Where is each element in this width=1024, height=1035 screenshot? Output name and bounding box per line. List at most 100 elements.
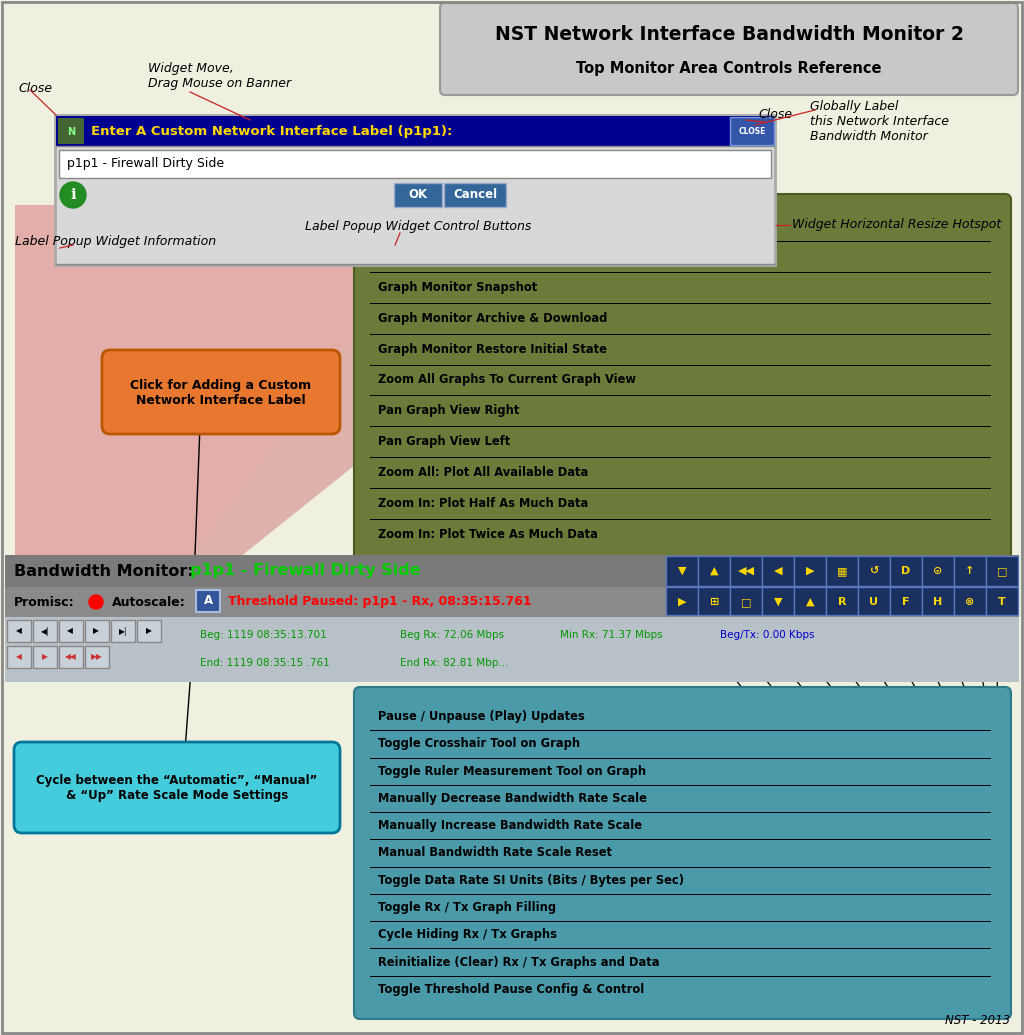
- FancyBboxPatch shape: [890, 556, 922, 586]
- Polygon shape: [15, 205, 450, 565]
- Text: Pause / Unpause (Play) Updates: Pause / Unpause (Play) Updates: [378, 710, 585, 723]
- Text: ◀◀: ◀◀: [66, 652, 77, 661]
- Text: Widget Move,
Drag Mouse on Banner: Widget Move, Drag Mouse on Banner: [148, 62, 291, 90]
- Text: Min Rx: 71.37 Mbps: Min Rx: 71.37 Mbps: [560, 630, 663, 640]
- FancyBboxPatch shape: [922, 587, 954, 615]
- Text: ⊙: ⊙: [933, 566, 943, 576]
- Text: CLOSE: CLOSE: [738, 127, 766, 137]
- FancyBboxPatch shape: [111, 620, 135, 642]
- FancyBboxPatch shape: [666, 587, 698, 615]
- Text: End: 1119 08:35:15 .761: End: 1119 08:35:15 .761: [200, 658, 330, 668]
- Text: Beg/Tx: 0.00 Kbps: Beg/Tx: 0.00 Kbps: [720, 630, 814, 640]
- Text: Pan Graph View Left: Pan Graph View Left: [378, 436, 510, 448]
- FancyBboxPatch shape: [58, 118, 84, 144]
- FancyBboxPatch shape: [5, 617, 1019, 682]
- Text: ▼: ▼: [678, 566, 686, 576]
- Text: Close: Close: [18, 82, 52, 95]
- Text: ◀◀: ◀◀: [737, 566, 755, 576]
- FancyBboxPatch shape: [55, 115, 775, 265]
- FancyBboxPatch shape: [826, 587, 858, 615]
- FancyBboxPatch shape: [890, 587, 922, 615]
- FancyBboxPatch shape: [794, 587, 826, 615]
- FancyBboxPatch shape: [59, 150, 771, 178]
- Text: Zoom In: Plot Twice As Much Data: Zoom In: Plot Twice As Much Data: [378, 528, 598, 541]
- Text: Zoom In: Plot Half As Much Data: Zoom In: Plot Half As Much Data: [378, 497, 588, 510]
- Text: Widget Horizontal Resize Hotspot: Widget Horizontal Resize Hotspot: [792, 218, 1001, 231]
- FancyBboxPatch shape: [986, 587, 1018, 615]
- Circle shape: [60, 182, 86, 208]
- Text: F: F: [902, 597, 909, 607]
- FancyBboxPatch shape: [762, 587, 794, 615]
- Text: Beg: 1119 08:35:13.701: Beg: 1119 08:35:13.701: [200, 630, 327, 640]
- Text: ◀: ◀: [774, 566, 782, 576]
- Text: NST - 2013: NST - 2013: [945, 1013, 1010, 1027]
- FancyBboxPatch shape: [394, 183, 442, 207]
- Text: Label Popup Widget Information: Label Popup Widget Information: [15, 235, 216, 248]
- FancyBboxPatch shape: [137, 620, 161, 642]
- FancyBboxPatch shape: [730, 117, 774, 145]
- Text: Manual Bandwidth Rate Scale Reset: Manual Bandwidth Rate Scale Reset: [378, 847, 612, 859]
- Text: Toggle Graph Size: Actual or Browser Viewport: Toggle Graph Size: Actual or Browser Vie…: [378, 219, 682, 232]
- Text: ▶: ▶: [678, 597, 686, 607]
- Text: H: H: [933, 597, 943, 607]
- Text: ▶|: ▶|: [119, 626, 127, 635]
- Text: Globally Label
this Network Interface
Bandwidth Monitor: Globally Label this Network Interface Ba…: [810, 100, 949, 143]
- Text: Cycle Hiding Rx / Tx Graphs: Cycle Hiding Rx / Tx Graphs: [378, 928, 557, 941]
- Text: T: T: [998, 597, 1006, 607]
- FancyBboxPatch shape: [730, 556, 762, 586]
- Text: ◀: ◀: [16, 652, 22, 661]
- Text: Bandwidth Monitor:: Bandwidth Monitor:: [14, 563, 200, 579]
- FancyBboxPatch shape: [33, 646, 57, 668]
- Text: ◀|: ◀|: [41, 626, 49, 635]
- Text: D: D: [901, 566, 910, 576]
- Text: Toggle Data Rate SI Units (Bits / Bytes per Sec): Toggle Data Rate SI Units (Bits / Bytes …: [378, 874, 684, 887]
- Text: Cycle between the “Automatic”, “Manual”
& “Up” Rate Scale Mode Settings: Cycle between the “Automatic”, “Manual” …: [36, 774, 317, 802]
- FancyBboxPatch shape: [858, 587, 890, 615]
- Text: Toggle Crosshair Tool on Graph: Toggle Crosshair Tool on Graph: [378, 737, 581, 750]
- Text: ▶: ▶: [93, 626, 101, 635]
- Text: Manually Increase Bandwidth Rate Scale: Manually Increase Bandwidth Rate Scale: [378, 820, 642, 832]
- Text: ▦: ▦: [837, 566, 847, 576]
- FancyBboxPatch shape: [85, 620, 109, 642]
- Text: A: A: [204, 594, 213, 608]
- FancyBboxPatch shape: [14, 742, 340, 833]
- Text: N: N: [67, 127, 75, 137]
- FancyBboxPatch shape: [730, 587, 762, 615]
- Text: ⊞: ⊞: [710, 597, 719, 607]
- Text: ▼: ▼: [774, 597, 782, 607]
- Text: ⊗: ⊗: [966, 597, 975, 607]
- Text: □: □: [996, 566, 1008, 576]
- Text: Position Graph Top/Bottom Browser Viewport: Position Graph Top/Bottom Browser Viewpo…: [378, 249, 672, 263]
- FancyBboxPatch shape: [59, 620, 83, 642]
- Text: Promisc:: Promisc:: [14, 595, 75, 609]
- Text: Reinitialize (Clear) Rx / Tx Graphs and Data: Reinitialize (Clear) Rx / Tx Graphs and …: [378, 955, 659, 969]
- Text: Graph Monitor Snapshot: Graph Monitor Snapshot: [378, 280, 538, 294]
- Text: NST Network Interface Bandwidth Monitor 2: NST Network Interface Bandwidth Monitor …: [495, 26, 964, 45]
- Text: p1p1 - Firewall Dirty Side: p1p1 - Firewall Dirty Side: [67, 157, 224, 171]
- Text: p1p1 - Firewall Dirty Side: p1p1 - Firewall Dirty Side: [190, 563, 421, 579]
- Text: ▶▶: ▶▶: [91, 652, 102, 661]
- FancyBboxPatch shape: [794, 556, 826, 586]
- Text: ◀: ◀: [16, 626, 22, 635]
- FancyBboxPatch shape: [85, 646, 109, 668]
- FancyBboxPatch shape: [666, 556, 698, 586]
- Text: Manually Decrease Bandwidth Rate Scale: Manually Decrease Bandwidth Rate Scale: [378, 792, 647, 805]
- Text: R: R: [838, 597, 846, 607]
- FancyBboxPatch shape: [698, 556, 730, 586]
- FancyBboxPatch shape: [354, 194, 1011, 566]
- Text: Cancel: Cancel: [453, 188, 497, 202]
- FancyBboxPatch shape: [440, 3, 1018, 95]
- FancyBboxPatch shape: [56, 116, 774, 146]
- Text: ▶: ▶: [146, 626, 152, 635]
- Text: ↑: ↑: [966, 566, 975, 576]
- Text: Close: Close: [758, 108, 793, 121]
- Polygon shape: [15, 205, 680, 565]
- FancyBboxPatch shape: [7, 646, 31, 668]
- Text: OK: OK: [409, 188, 428, 202]
- FancyBboxPatch shape: [954, 556, 986, 586]
- FancyBboxPatch shape: [33, 620, 57, 642]
- Text: Graph Monitor Archive & Download: Graph Monitor Archive & Download: [378, 312, 607, 325]
- FancyBboxPatch shape: [59, 646, 83, 668]
- Text: □: □: [740, 597, 752, 607]
- FancyBboxPatch shape: [922, 556, 954, 586]
